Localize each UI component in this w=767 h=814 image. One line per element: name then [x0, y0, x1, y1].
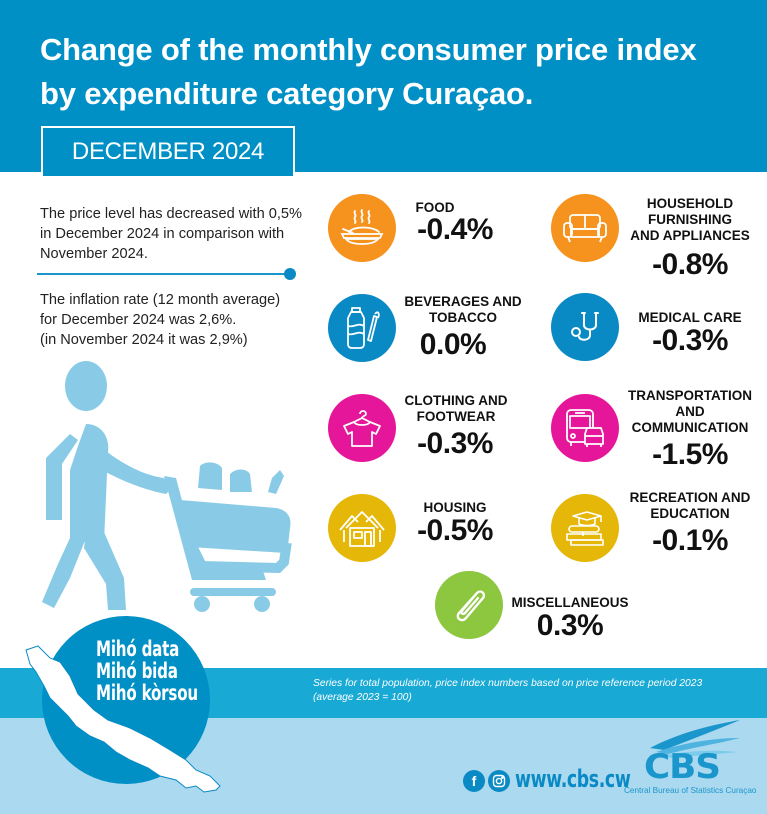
- price-level-summary: The price level has decreased with 0,5% …: [40, 206, 303, 262]
- website-link[interactable]: www.cbs.cw: [515, 765, 631, 793]
- slogan-line-1: Mihó data: [96, 637, 180, 661]
- instagram-glyph-icon: [492, 774, 506, 788]
- food-label: FOOD: [400, 200, 470, 216]
- title-line-1: Change of the monthly consumer price ind…: [40, 32, 697, 67]
- clothing-label-line-2: FOOTWEAR: [416, 409, 496, 424]
- recreation-label-line-1: RECREATION AND: [629, 490, 751, 505]
- household-label-line-1: HOUSEHOLD: [646, 196, 734, 211]
- curacao-island-logo: [25, 616, 221, 793]
- medical-value: -0.3%: [652, 324, 728, 357]
- bus-car-icon: [566, 409, 604, 447]
- footnote-line-2: (average 2023 = 100): [313, 692, 412, 703]
- medical-label: MEDICAL CARE: [630, 310, 750, 326]
- divider-dot: [284, 268, 296, 280]
- recreation-circle: [551, 494, 619, 562]
- title-line-2: by expenditure category Curaçao.: [40, 76, 534, 111]
- medical-label-text: MEDICAL CARE: [638, 310, 742, 325]
- beverages-label-line-2: TOBACCO: [428, 310, 497, 325]
- transportation-label-line-2: AND: [675, 404, 705, 419]
- footnote: Series for total population, price index…: [313, 677, 753, 705]
- beverages-circle: [328, 294, 396, 362]
- page-title: Change of the monthly consumer price ind…: [40, 28, 740, 116]
- food-value: -0.4%: [417, 213, 493, 246]
- housing-value: -0.5%: [417, 514, 493, 547]
- inflation-summary: The inflation rate (12 month average) fo…: [40, 290, 305, 350]
- medical-circle: [551, 293, 619, 361]
- sofa-icon: [563, 214, 607, 243]
- housing-circle: [328, 494, 396, 562]
- month-badge: DECEMBER 2024: [41, 126, 295, 176]
- facebook-icon[interactable]: f: [463, 770, 485, 792]
- beverages-label-line-1: BEVERAGES AND: [404, 294, 522, 309]
- recreation-value: -0.1%: [652, 524, 728, 557]
- slogan-line-2: Mihó bida: [96, 659, 178, 683]
- miscellaneous-label: MISCELLANEOUS: [510, 595, 630, 611]
- transportation-value: -1.5%: [652, 438, 728, 471]
- bottle-cigarette-icon: [347, 307, 380, 349]
- stethoscope-icon: [571, 312, 599, 341]
- food-label-text: FOOD: [415, 200, 455, 215]
- food-bowl-icon: [340, 209, 384, 245]
- books-graduation-cap-icon: [566, 511, 604, 546]
- shopper-with-cart-icon: [42, 361, 292, 612]
- slogan-line-3: Mihó kòrsou: [96, 681, 198, 705]
- household-label: HOUSEHOLD FURNISHING AND APPLIANCES: [615, 196, 765, 244]
- shirt-hanger-icon: [343, 410, 381, 447]
- inflation-line-2: for December 2024 was 2,6%.: [40, 312, 237, 328]
- cbs-logo-subtitle: Central Bureau of Statistics Curaçao: [624, 786, 757, 795]
- recreation-label: RECREATION AND EDUCATION: [620, 490, 760, 522]
- footnote-line-1: Series for total population, price index…: [313, 678, 703, 689]
- header-banner: Change of the monthly consumer price ind…: [0, 0, 767, 176]
- clothing-circle: [328, 394, 396, 462]
- housing-label-text: HOUSING: [423, 500, 487, 515]
- instagram-icon[interactable]: [488, 770, 510, 792]
- transportation-label-line-3: COMMUNICATION: [631, 420, 749, 435]
- transportation-label: TRANSPORTATION AND COMMUNICATION: [620, 388, 760, 436]
- clothing-value: -0.3%: [417, 427, 493, 460]
- cbs-logo-text: CBS: [644, 747, 721, 787]
- household-label-line-2: FURNISHING: [648, 212, 732, 227]
- miscellaneous-value: 0.3%: [536, 609, 604, 642]
- beverages-value: 0.0%: [419, 328, 487, 361]
- food-circle: [328, 194, 396, 262]
- house-icon: [339, 511, 385, 547]
- inflation-line-1: The inflation rate (12 month average): [40, 292, 281, 308]
- household-label-line-3: AND APPLIANCES: [630, 228, 750, 243]
- transportation-label-line-1: TRANSPORTATION: [628, 388, 752, 403]
- month-label: DECEMBER 2024: [71, 138, 265, 165]
- miscellaneous-circle: [435, 571, 503, 639]
- household-circle: [551, 194, 619, 262]
- cbs-logo-swoosh-icon: [650, 720, 740, 758]
- transportation-circle: [551, 394, 619, 462]
- clothing-label: CLOTHING AND FOOTWEAR: [396, 393, 516, 425]
- divider-line: [37, 273, 290, 275]
- paperclip-icon: [456, 590, 486, 622]
- housing-label: HOUSING: [415, 500, 495, 516]
- inflation-line-3: (in November 2024 it was 2,9%): [40, 332, 248, 348]
- miscellaneous-label-text: MISCELLANEOUS: [511, 595, 629, 610]
- beverages-label: BEVERAGES AND TOBACCO: [398, 294, 528, 326]
- recreation-label-line-2: EDUCATION: [650, 506, 730, 521]
- household-value: -0.8%: [652, 248, 728, 281]
- clothing-label-line-1: CLOTHING AND: [404, 393, 508, 408]
